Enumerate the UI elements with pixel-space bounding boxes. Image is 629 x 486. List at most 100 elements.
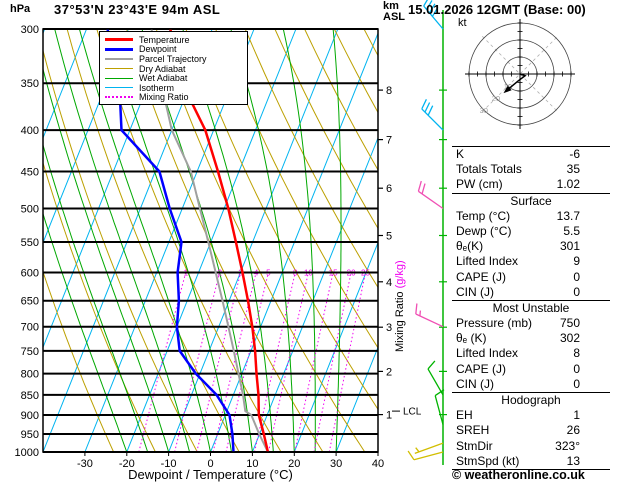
- stats-section-header: Hodograph: [501, 393, 561, 407]
- legend-label: Isotherm: [139, 82, 175, 93]
- stats-value: 0: [573, 361, 580, 376]
- stats-label: Temp (°C): [456, 208, 511, 223]
- curve-temperature: [169, 29, 270, 452]
- stats-label: StmDir: [456, 438, 493, 453]
- legend-item-isotherm: Isotherm: [105, 83, 242, 93]
- temp-tick-label: -10: [161, 458, 177, 470]
- hodograph-unit-label: kt: [458, 17, 467, 29]
- km-tick-label: 6: [386, 183, 392, 195]
- stats-row: Pressure (mb) 750: [452, 316, 610, 331]
- pressure-tick-label: 350: [21, 78, 39, 90]
- curve-parcel-trajectory: [150, 29, 269, 452]
- stats-value: 302: [559, 331, 580, 346]
- stats-label: CIN (J): [456, 376, 494, 391]
- altitude-tick-labels: 1 2 3 4 5 6 7 8: [378, 85, 392, 422]
- legend-label: Wet Adiabat: [139, 73, 188, 84]
- stats-value: 5.5: [563, 223, 580, 238]
- stats-value: 26: [566, 423, 580, 438]
- mixing-ratio-axis-label: Mixing Ratio (g/kg): [394, 260, 406, 352]
- stats-row: Dewp (°C) 5.5: [452, 224, 610, 239]
- pressure-tick-label: 800: [21, 369, 39, 381]
- stats-label: EH: [456, 408, 473, 423]
- legend-line-sample: [105, 68, 133, 70]
- stats-value: 0: [573, 269, 580, 284]
- legend-line-sample: [105, 96, 133, 99]
- x-axis-label: Dewpoint / Temperature (°C): [128, 467, 293, 482]
- stats-value: 301: [559, 239, 580, 254]
- stats-label: Lifted Index: [456, 346, 519, 361]
- km-tick-label: 1: [386, 410, 392, 422]
- curve-dewpoint: [106, 29, 235, 452]
- stats-row: SREH 26: [452, 423, 610, 438]
- stats-label: StmSpd (kt): [456, 453, 520, 468]
- stats-row: CAPE (J) 0: [452, 362, 610, 377]
- altitude-unit-asl: ASL: [383, 11, 405, 23]
- km-tick-label: 4: [386, 277, 392, 289]
- stats-value: 1.02: [556, 177, 580, 192]
- pressure-tick-label: 950: [21, 429, 39, 441]
- temperature-tick-labels: -30 -20 -10 0 10 20 30 40: [77, 452, 384, 470]
- stats-label: Pressure (mb): [456, 316, 533, 331]
- stats-value: 13: [566, 453, 580, 468]
- pressure-tick-label: 1000: [15, 447, 39, 459]
- legend-label: Dewpoint: [139, 44, 177, 55]
- pressure-tick-label: 850: [21, 390, 39, 402]
- temp-tick-label: 0: [207, 458, 213, 470]
- legend-label: Dry Adiabat: [139, 63, 186, 74]
- stats-label: θₑ(K): [456, 239, 484, 254]
- legend-label: Mixing Ratio: [139, 92, 189, 103]
- datetime-title: 15.01.2026 12GMT (Base: 00): [408, 2, 586, 17]
- stats-row: θₑ(K) 301: [452, 239, 610, 254]
- altitude-unit-km: km: [383, 0, 399, 12]
- pressure-tick-label: 450: [21, 167, 39, 179]
- stats-row: EH 1: [452, 408, 610, 423]
- pressure-tick-label: 300: [21, 24, 39, 36]
- stats-section-hodograph: Hodograph EH 1 SREH 26 StmDir 323° StmSpd (kt) 1…: [452, 393, 610, 469]
- hodograph-ring-label: 20: [492, 94, 500, 103]
- stats-value: 1: [573, 408, 580, 423]
- km-tick-label: 3: [386, 322, 392, 334]
- stats-value: 9: [573, 254, 580, 269]
- stats-row: Lifted Index 9: [452, 254, 610, 269]
- stats-section-header: Surface: [510, 193, 552, 208]
- stats-row: Totals Totals 35: [452, 162, 610, 177]
- stats-section-most-unstable: Most Unstable Pressure (mb) 750 θₑ (K) 302 Li…: [452, 301, 610, 393]
- legend-line-sample: [105, 77, 133, 79]
- stats-section-header: Most Unstable: [492, 300, 570, 315]
- stats-value: 8: [573, 346, 580, 361]
- temp-tick-label: 30: [330, 458, 342, 470]
- stats-row: StmSpd (kt) 13: [452, 454, 610, 469]
- stats-section: K -6 Totals Totals 35 PW (cm) 1.02: [452, 147, 610, 194]
- stats-label: CAPE (J): [456, 269, 507, 284]
- temp-tick-label: -20: [119, 458, 135, 470]
- stats-label: θₑ (K): [456, 331, 487, 346]
- temp-tick-label: 20: [288, 458, 300, 470]
- altitude-axis: [439, 10, 447, 465]
- pressure-tick-label: 650: [21, 296, 39, 308]
- temp-tick-label: 10: [246, 458, 258, 470]
- km-tick-label: 2: [386, 366, 392, 378]
- stats-row: K -6: [452, 147, 610, 162]
- legend-item-dewpoint: Dewpoint: [105, 44, 242, 55]
- legend-item-dry-adiabat: Dry Adiabat: [105, 64, 242, 74]
- km-tick-label: 7: [386, 135, 392, 147]
- legend-line-sample: [105, 47, 133, 51]
- km-tick-label: 5: [386, 231, 392, 243]
- stats-row: Temp (°C) 13.7: [452, 209, 610, 224]
- stats-value: 0: [573, 284, 580, 299]
- stats-row: Lifted Index 8: [452, 346, 610, 361]
- stats-value: 13.7: [556, 208, 580, 223]
- stats-label: Dewp (°C): [456, 223, 512, 238]
- stats-row: CIN (J) 0: [452, 377, 610, 392]
- legend-item-temperature: Temperature: [105, 35, 242, 45]
- wind-barbs: [407, 0, 445, 461]
- lcl-marker: LCL: [392, 407, 422, 418]
- pressure-axis-unit: hPa: [10, 3, 31, 15]
- skewt-chart: 1234581015202530035040045050055060065070…: [15, 0, 447, 470]
- hodograph-ring-label: 30: [480, 106, 488, 115]
- pressure-tick-label: 500: [21, 204, 39, 216]
- stats-row: θₑ (K) 302: [452, 331, 610, 346]
- legend-line-sample: [105, 57, 133, 60]
- pressure-tick-label: 700: [21, 322, 39, 334]
- stats-row: CAPE (J) 0: [452, 270, 610, 285]
